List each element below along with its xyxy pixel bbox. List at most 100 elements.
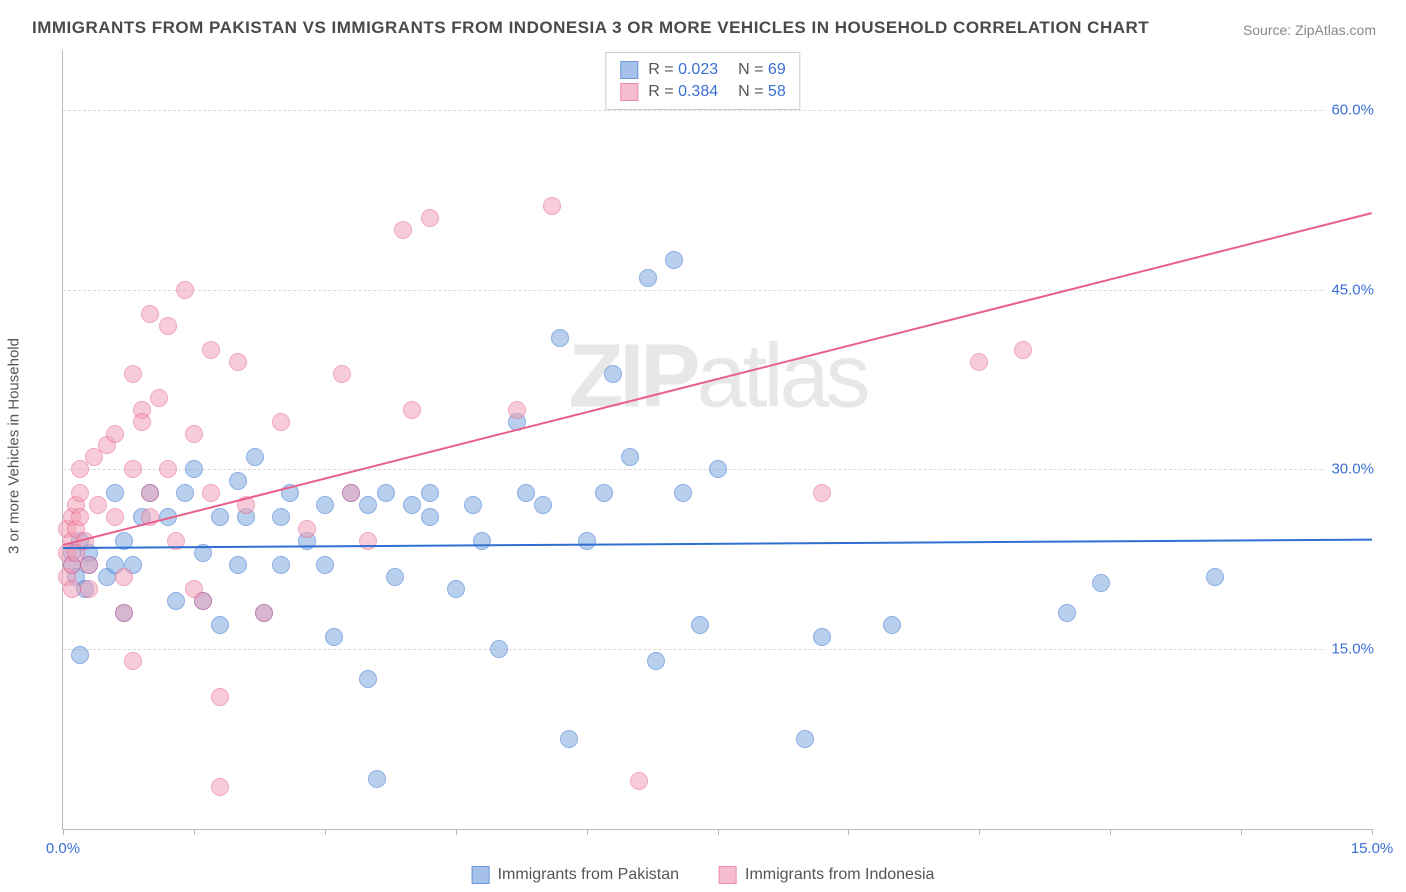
source-attribution: Source: ZipAtlas.com bbox=[1243, 22, 1376, 38]
stat-n-1: N = 69 bbox=[738, 61, 786, 79]
x-tick-label: 0.0% bbox=[46, 840, 80, 857]
data-point bbox=[813, 628, 831, 646]
data-point bbox=[377, 484, 395, 502]
data-point bbox=[970, 353, 988, 371]
data-point bbox=[229, 353, 247, 371]
gridline bbox=[63, 290, 1372, 291]
data-point bbox=[674, 484, 692, 502]
data-point bbox=[185, 460, 203, 478]
data-point bbox=[272, 556, 290, 574]
data-point bbox=[211, 616, 229, 634]
data-point bbox=[1058, 604, 1076, 622]
data-point bbox=[141, 484, 159, 502]
data-point bbox=[386, 568, 404, 586]
data-point bbox=[185, 425, 203, 443]
legend-stats: R = 0.023 N = 69 R = 0.384 N = 58 bbox=[605, 52, 800, 110]
data-point bbox=[115, 604, 133, 622]
swatch-indonesia bbox=[620, 83, 638, 101]
data-point bbox=[403, 401, 421, 419]
data-point bbox=[211, 688, 229, 706]
data-point bbox=[421, 508, 439, 526]
source-value: ZipAtlas.com bbox=[1295, 22, 1376, 38]
data-point bbox=[333, 365, 351, 383]
data-point bbox=[551, 329, 569, 347]
x-tick bbox=[63, 829, 64, 835]
legend-stats-row-1: R = 0.023 N = 69 bbox=[620, 59, 785, 81]
data-point bbox=[71, 484, 89, 502]
data-point bbox=[80, 580, 98, 598]
data-point bbox=[80, 556, 98, 574]
y-tick-label: 30.0% bbox=[1325, 461, 1374, 478]
data-point bbox=[229, 556, 247, 574]
data-point bbox=[639, 269, 657, 287]
data-point bbox=[115, 568, 133, 586]
data-point bbox=[325, 628, 343, 646]
data-point bbox=[342, 484, 360, 502]
data-point bbox=[403, 496, 421, 514]
data-point bbox=[71, 508, 89, 526]
x-tick bbox=[1372, 829, 1373, 835]
x-tick bbox=[979, 829, 980, 835]
swatch-pakistan bbox=[620, 61, 638, 79]
data-point bbox=[159, 317, 177, 335]
data-point bbox=[394, 221, 412, 239]
data-point bbox=[595, 484, 613, 502]
data-point bbox=[464, 496, 482, 514]
chart-title: IMMIGRANTS FROM PAKISTAN VS IMMIGRANTS F… bbox=[32, 18, 1149, 38]
data-point bbox=[176, 484, 194, 502]
x-tick bbox=[1241, 829, 1242, 835]
data-point bbox=[133, 413, 151, 431]
data-point bbox=[543, 197, 561, 215]
legend-label-indonesia: Immigrants from Indonesia bbox=[745, 866, 934, 884]
data-point bbox=[124, 365, 142, 383]
stat-r-2: R = 0.384 bbox=[648, 83, 718, 101]
swatch-indonesia-bottom bbox=[719, 866, 737, 884]
data-point bbox=[578, 532, 596, 550]
x-tick bbox=[194, 829, 195, 835]
data-point bbox=[202, 341, 220, 359]
gridline bbox=[63, 110, 1372, 111]
data-point bbox=[621, 448, 639, 466]
data-point bbox=[813, 484, 831, 502]
x-tick bbox=[848, 829, 849, 835]
data-point bbox=[141, 305, 159, 323]
data-point bbox=[211, 508, 229, 526]
data-point bbox=[106, 508, 124, 526]
data-point bbox=[421, 484, 439, 502]
x-tick bbox=[587, 829, 588, 835]
legend-item-indonesia: Immigrants from Indonesia bbox=[719, 866, 934, 884]
trend-line bbox=[63, 539, 1372, 549]
data-point bbox=[316, 496, 334, 514]
data-point bbox=[796, 730, 814, 748]
data-point bbox=[359, 670, 377, 688]
data-point bbox=[421, 209, 439, 227]
swatch-pakistan-bottom bbox=[472, 866, 490, 884]
x-tick bbox=[718, 829, 719, 835]
data-point bbox=[883, 616, 901, 634]
data-point bbox=[316, 556, 334, 574]
data-point bbox=[272, 508, 290, 526]
data-point bbox=[71, 646, 89, 664]
data-point bbox=[106, 484, 124, 502]
data-point bbox=[176, 281, 194, 299]
data-point bbox=[534, 496, 552, 514]
data-point bbox=[106, 425, 124, 443]
data-point bbox=[229, 472, 247, 490]
data-point bbox=[508, 401, 526, 419]
trend-line bbox=[63, 212, 1372, 546]
data-point bbox=[447, 580, 465, 598]
data-point bbox=[517, 484, 535, 502]
y-tick-label: 15.0% bbox=[1325, 641, 1374, 658]
x-tick-label: 15.0% bbox=[1351, 840, 1394, 857]
data-point bbox=[89, 496, 107, 514]
stat-r-1: R = 0.023 bbox=[648, 61, 718, 79]
gridline bbox=[63, 649, 1372, 650]
data-point bbox=[560, 730, 578, 748]
data-point bbox=[202, 484, 220, 502]
data-point bbox=[194, 592, 212, 610]
source-label: Source: bbox=[1243, 22, 1291, 38]
data-point bbox=[359, 532, 377, 550]
y-axis-label: 3 or more Vehicles in Household bbox=[6, 338, 23, 554]
data-point bbox=[124, 460, 142, 478]
x-tick bbox=[325, 829, 326, 835]
